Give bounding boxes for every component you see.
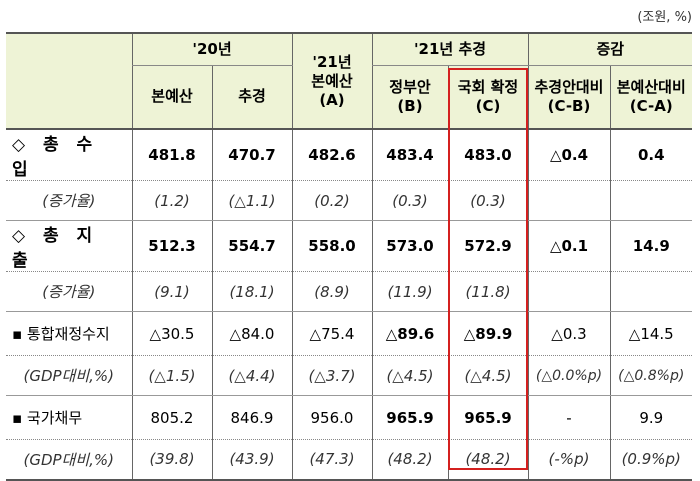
table-cell: △0.4 [527,129,610,181]
table-cell: (48.2) [447,439,528,481]
table-cell: (18.1) [211,271,292,312]
table-cell: (8.9) [291,271,372,312]
header-vs-supp-line1: 추경안대비 [534,77,604,96]
table-cell: 483.4 [371,129,448,181]
row-label: ▪ 통합재정수지 [6,311,132,356]
table-cell: 512.3 [131,220,212,272]
row-label: (GDP대비,%) [6,355,132,396]
table-cell: 483.0 [447,129,528,181]
table-row: ◇ 총 수 입 481.8 470.7 482.6 483.4 483.0 △0… [6,129,693,181]
header-y21-main-line2: 본예산 [311,71,353,90]
header-change: 증감 [527,32,693,66]
table-cell: △75.4 [291,311,372,356]
header-gov-line2: (B) [397,96,423,115]
table-row: (증가율) (1.2) (△1.1) (0.2) (0.3) (0.3) [6,180,693,221]
table-cell: △89.6 [371,311,448,356]
header-gov: 정부안 (B) [371,65,448,130]
table-cell: △84.0 [211,311,292,356]
header-y21-main: '21년 본예산 (A) [291,32,372,130]
table-row: (GDP대비,%) (△1.5) (△4.4) (△3.7) (△4.5) (△… [6,355,693,396]
header-gov-line1: 정부안 [389,77,431,96]
table-cell: (△1.1) [211,180,292,221]
table-cell: (1.2) [131,180,212,221]
table-cell: (△4.5) [447,355,528,396]
unit-label: (조원, %) [637,10,692,25]
table-row: ▪ 통합재정수지 △30.5 △84.0 △75.4 △89.6 △89.9 △… [6,311,693,356]
table-cell: - [527,395,610,440]
table-cell: 558.0 [291,220,372,272]
table-cell: 572.9 [447,220,528,272]
table-cell: (39.8) [131,439,212,481]
header-y20-supp: 추경 [211,65,292,130]
table-cell: △30.5 [131,311,212,356]
table-cell: (9.1) [131,271,212,312]
table-cell: (0.3) [447,180,528,221]
row-label: (GDP대비,%) [6,439,132,481]
table-cell: 481.8 [131,129,212,181]
header-vs-main-line1: 본예산대비 [616,77,686,96]
table-cell: 0.4 [609,129,693,181]
table-cell: (47.3) [291,439,372,481]
table-cell: (△3.7) [291,355,372,396]
table-cell: (0.3) [371,180,448,221]
table-cell: △14.5 [609,311,693,356]
header-y21-main-line3: (A) [319,90,345,109]
table-cell: 573.0 [371,220,448,272]
budget-table: '20년 '21년 본예산 (A) '21년 추경 증감 본예산 추경 정부안 … [6,32,693,481]
table-cell: (△0.8%p) [609,355,693,396]
table-cell: 805.2 [131,395,212,440]
header-y21-supp: '21년 추경 [371,32,528,66]
table-cell: 14.9 [609,220,693,272]
row-label: ▪ 국가채무 [6,395,132,440]
table-cell: 9.9 [609,395,693,440]
table-row: (GDP대비,%) (39.8) (43.9) (47.3) (48.2) (4… [6,439,693,481]
header-national-line1: 국회 확정 [457,77,519,96]
header-vs-supp: 추경안대비 (C-B) [527,65,610,130]
header-national: 국회 확정 (C) [447,65,528,130]
table-cell: 470.7 [211,129,292,181]
table-cell: △0.1 [527,220,610,272]
header-y20-main: 본예산 [131,65,212,130]
row-label: ◇ 총 수 입 [6,129,132,181]
table-cell: (△1.5) [131,355,212,396]
table-cell [527,180,610,221]
table-cell: (-%p) [527,439,610,481]
header-vs-supp-line2: (C-B) [547,96,591,115]
header-national-line2: (C) [475,96,501,115]
table-cell [527,271,610,312]
header-vs-main-line2: (C-A) [629,96,673,115]
table-cell [609,271,693,312]
table-cell: (0.2) [291,180,372,221]
table-cell: (11.8) [447,271,528,312]
table-cell: △89.9 [447,311,528,356]
row-label: (증가율) [6,180,132,221]
table-cell: (48.2) [371,439,448,481]
header-corner [6,32,132,130]
table-row: ▪ 국가채무 805.2 846.9 956.0 965.9 965.9 - 9… [6,395,693,440]
table-cell: (△4.5) [371,355,448,396]
table-row: (증가율) (9.1) (18.1) (8.9) (11.9) (11.8) [6,271,693,312]
header-y21-main-line1: '21년 [312,52,352,71]
table-cell: 482.6 [291,129,372,181]
table-cell: 956.0 [291,395,372,440]
header-vs-main: 본예산대비 (C-A) [609,65,693,130]
table-cell: (△0.0%p) [527,355,610,396]
table-cell: (0.9%p) [609,439,693,481]
table-cell: (43.9) [211,439,292,481]
table-cell [609,180,693,221]
header-row-1: '20년 '21년 본예산 (A) '21년 추경 증감 [6,32,693,130]
table-cell: (11.9) [371,271,448,312]
table-cell: △0.3 [527,311,610,356]
row-label: ◇ 총 지 출 [6,220,132,272]
header-y20: '20년 [131,32,292,66]
table-cell: 965.9 [447,395,528,440]
row-label: (증가율) [6,271,132,312]
table-cell: 965.9 [371,395,448,440]
table-cell: 554.7 [211,220,292,272]
table-row: ◇ 총 지 출 512.3 554.7 558.0 573.0 572.9 △0… [6,220,693,272]
table-cell: 846.9 [211,395,292,440]
table-cell: (△4.4) [211,355,292,396]
